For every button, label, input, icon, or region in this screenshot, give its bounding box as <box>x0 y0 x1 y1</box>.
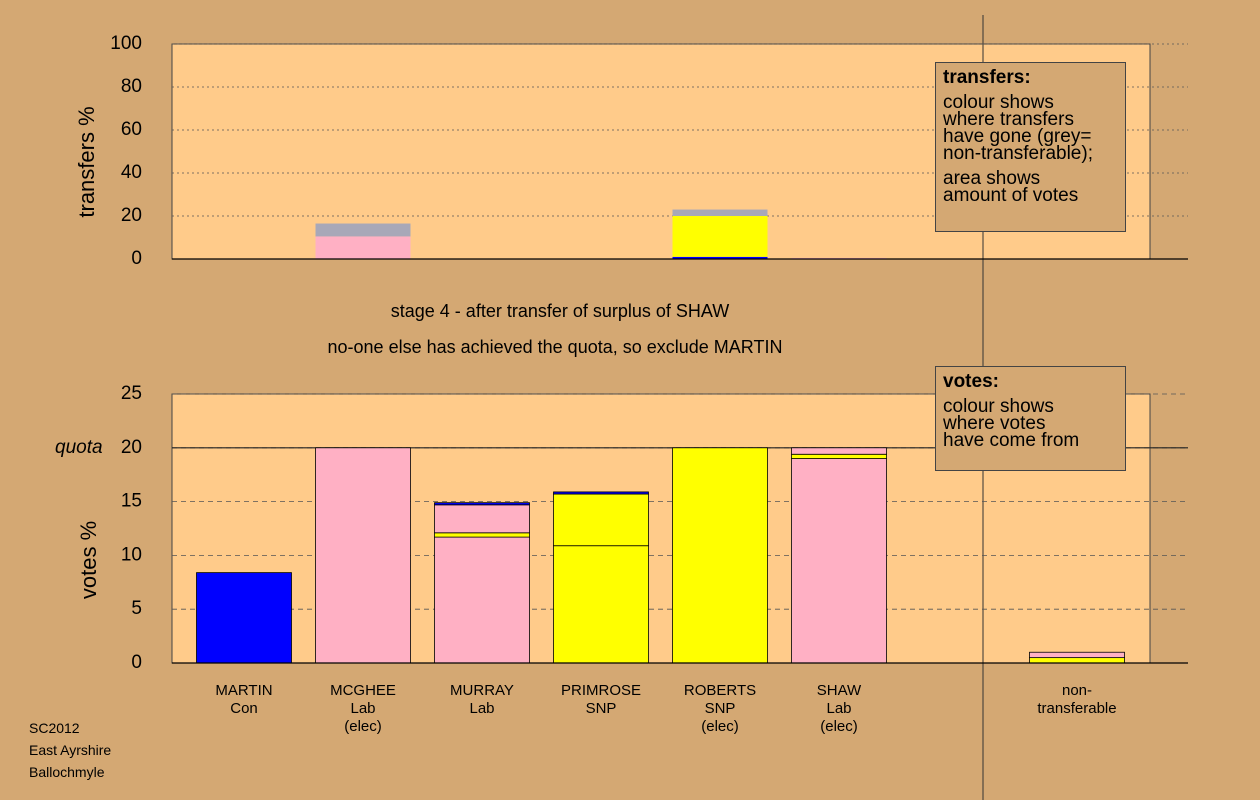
bar-segment <box>315 236 411 259</box>
y-tick-label: 5 <box>131 598 142 619</box>
bar-segment <box>672 256 768 259</box>
quota-label: quota <box>55 437 103 458</box>
y-tick-label: 80 <box>121 76 142 97</box>
y-tick-label: 20 <box>121 205 142 226</box>
bar-segment <box>553 545 649 664</box>
note-text: area shows amount of votes <box>943 168 1079 206</box>
x-tick-label: SHAW Lab (elec) <box>816 682 862 735</box>
y-tick-label: 25 <box>121 383 142 404</box>
bar-segment <box>315 223 411 237</box>
y-tick-label: 60 <box>121 119 142 140</box>
y-tick-label: 0 <box>131 652 142 673</box>
stage-title: stage 4 - after transfer of surplus of S… <box>391 301 729 321</box>
bar-segment <box>791 453 887 459</box>
bar-segment <box>315 447 411 664</box>
x-tick-label: MARTIN Con <box>215 682 273 717</box>
bar-segment <box>553 493 649 547</box>
bar-segment <box>672 209 768 216</box>
bar-segment <box>1029 657 1125 664</box>
y-axis-label: transfers % <box>74 106 99 217</box>
footer-text: Ballochmyle <box>29 764 105 780</box>
note-heading: votes: <box>943 371 999 392</box>
note-text: colour shows where votes have come from <box>943 396 1080 451</box>
note-heading: transfers: <box>943 67 1031 88</box>
x-tick-label: MCGHEE Lab (elec) <box>330 682 396 735</box>
bar-segment <box>791 458 887 664</box>
footer-text: East Ayrshire <box>29 742 112 758</box>
bar-segment <box>434 504 530 534</box>
votes-note: votes: colour shows where votes have com… <box>935 366 1126 471</box>
y-tick-label: 0 <box>131 248 142 269</box>
bar-segment <box>672 447 768 664</box>
transfers-note: transfers: colour shows where transfers … <box>935 62 1126 232</box>
y-tick-label: 20 <box>121 437 142 458</box>
y-tick-label: 40 <box>121 162 142 183</box>
y-tick-label: 10 <box>121 544 142 565</box>
x-tick-label: PRIMROSE SNP <box>560 682 641 717</box>
bar-segment <box>553 491 649 495</box>
bar-segment <box>434 536 530 664</box>
bar-segment <box>196 572 292 664</box>
bar-segment <box>434 502 530 506</box>
x-tick-label: MURRAY Lab <box>450 682 514 717</box>
note-text: colour shows where transfers have gone (… <box>943 92 1093 164</box>
bar-segment <box>672 216 768 257</box>
y-tick-label: 15 <box>121 491 142 512</box>
y-axis-label: votes % <box>76 521 101 599</box>
bar-segment <box>434 532 530 538</box>
stage-subtitle: no-one else has achieved the quota, so e… <box>328 337 783 357</box>
bar-segment <box>791 447 887 455</box>
x-tick-label: non- transferable <box>1037 682 1117 717</box>
footer-text: SC2012 <box>29 720 80 736</box>
y-tick-label: 100 <box>110 33 142 54</box>
bar-segment <box>1029 651 1125 659</box>
x-tick-label: ROBERTS SNP (elec) <box>683 682 757 735</box>
